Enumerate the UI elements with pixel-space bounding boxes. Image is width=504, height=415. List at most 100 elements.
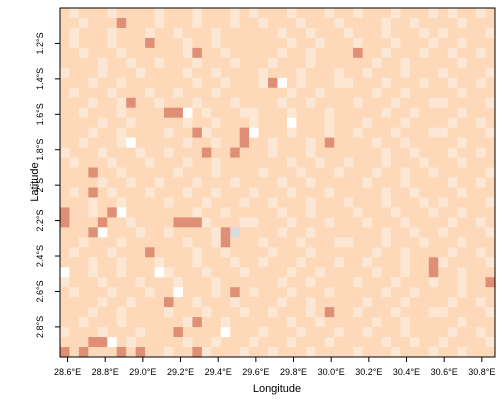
cell bbox=[447, 327, 458, 338]
cell bbox=[476, 247, 486, 258]
cell bbox=[305, 67, 316, 79]
cell bbox=[419, 347, 430, 358]
cell bbox=[220, 127, 231, 139]
cell bbox=[258, 37, 269, 49]
cell bbox=[324, 17, 335, 29]
cell bbox=[324, 277, 335, 288]
cell bbox=[466, 37, 477, 49]
cell bbox=[182, 317, 193, 328]
cell bbox=[192, 217, 203, 228]
cell bbox=[192, 177, 203, 188]
cell bbox=[296, 237, 307, 248]
cell bbox=[69, 297, 80, 308]
cell bbox=[154, 17, 165, 29]
cell bbox=[277, 227, 288, 238]
cell bbox=[372, 107, 382, 119]
cell bbox=[438, 217, 449, 228]
cell bbox=[353, 67, 364, 79]
cell bbox=[362, 137, 373, 148]
cell bbox=[457, 107, 468, 119]
cell bbox=[485, 77, 496, 89]
cell bbox=[230, 167, 241, 178]
cell bbox=[428, 167, 439, 178]
cell bbox=[324, 47, 335, 59]
cell bbox=[419, 67, 430, 79]
cell bbox=[466, 287, 477, 298]
cell bbox=[258, 177, 269, 188]
cell bbox=[334, 97, 345, 109]
cell bbox=[390, 37, 401, 49]
cell bbox=[78, 87, 89, 99]
cell bbox=[230, 127, 241, 139]
cell bbox=[116, 207, 127, 218]
cell bbox=[164, 147, 174, 158]
cell bbox=[390, 157, 401, 168]
cell bbox=[173, 217, 184, 228]
cell bbox=[78, 47, 89, 59]
cell bbox=[409, 257, 420, 268]
cell bbox=[69, 327, 80, 338]
cell bbox=[88, 27, 99, 39]
cell bbox=[286, 337, 297, 348]
cell bbox=[428, 137, 439, 148]
cell bbox=[447, 47, 458, 59]
cell bbox=[126, 207, 137, 218]
cell bbox=[343, 127, 354, 139]
cell bbox=[249, 137, 259, 148]
cell bbox=[107, 87, 118, 99]
cell bbox=[315, 317, 326, 328]
cell bbox=[457, 147, 468, 158]
cell bbox=[362, 167, 373, 178]
cell bbox=[192, 47, 203, 59]
cell bbox=[457, 347, 468, 358]
cell bbox=[182, 277, 193, 288]
cell bbox=[466, 237, 477, 248]
cell bbox=[286, 187, 297, 198]
cell bbox=[154, 77, 165, 89]
cell bbox=[116, 217, 127, 228]
cell bbox=[154, 97, 165, 109]
cell bbox=[69, 187, 80, 198]
cell bbox=[438, 237, 449, 248]
cell bbox=[324, 157, 335, 168]
cell bbox=[239, 27, 250, 39]
cell bbox=[182, 27, 193, 39]
cell bbox=[220, 297, 231, 308]
cell bbox=[296, 277, 307, 288]
cell bbox=[353, 187, 364, 198]
cell bbox=[116, 237, 127, 248]
cell bbox=[409, 87, 420, 99]
cell bbox=[192, 207, 203, 218]
cell bbox=[353, 197, 364, 208]
cell bbox=[286, 327, 297, 338]
cell bbox=[286, 197, 297, 208]
cell bbox=[305, 37, 316, 49]
cell bbox=[107, 287, 118, 298]
cell bbox=[173, 37, 184, 49]
cell bbox=[428, 297, 439, 308]
x-tick-label: 30.4°E bbox=[393, 367, 420, 377]
cell bbox=[419, 97, 430, 109]
cell bbox=[78, 177, 89, 188]
cell bbox=[334, 127, 345, 139]
cell bbox=[362, 197, 373, 208]
cell bbox=[201, 297, 212, 308]
cell bbox=[466, 277, 477, 288]
cell bbox=[277, 97, 288, 109]
cell bbox=[258, 317, 269, 328]
cell bbox=[211, 267, 222, 278]
cell bbox=[419, 277, 430, 288]
cell bbox=[116, 37, 127, 49]
cell bbox=[362, 277, 373, 288]
cell bbox=[353, 207, 364, 218]
cell bbox=[116, 347, 127, 358]
cell bbox=[277, 247, 288, 258]
cell bbox=[230, 8, 241, 19]
cell bbox=[409, 287, 420, 298]
cell bbox=[457, 127, 468, 139]
cell bbox=[220, 47, 231, 59]
cell bbox=[116, 77, 127, 89]
cell bbox=[258, 67, 269, 79]
cell bbox=[201, 227, 212, 238]
cell bbox=[381, 67, 392, 79]
